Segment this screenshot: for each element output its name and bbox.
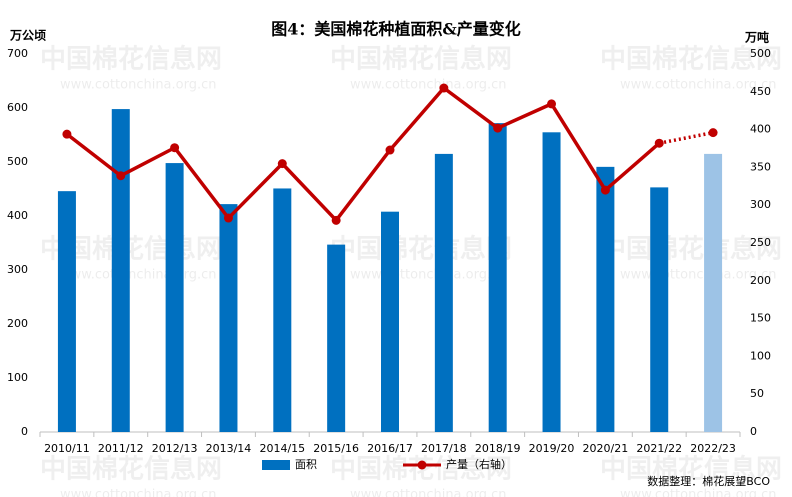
x-tick-label: 2017/18 — [421, 442, 467, 455]
line-segment — [550, 102, 607, 192]
watermark-url: www.cottonchina.org.cn — [60, 488, 217, 497]
line-point — [708, 128, 718, 138]
watermark-url: www.cottonchina.org.cn — [620, 488, 777, 497]
line-point — [493, 123, 503, 133]
line-segment — [442, 86, 499, 130]
y2-tick-label: 450 — [750, 85, 771, 98]
watermark: 中国棉花信息网 — [600, 234, 782, 265]
line-segment — [65, 132, 122, 178]
line-segment — [281, 162, 338, 222]
y2-tick-label: 200 — [750, 274, 771, 287]
y2-axis-label: 万吨 — [744, 30, 769, 45]
line-segment — [496, 102, 553, 130]
x-tick-label: 2021/22 — [636, 442, 682, 455]
legend-label: 产量（右轴） — [446, 457, 512, 471]
legend-label: 面积 — [295, 458, 317, 471]
line-segment — [658, 130, 714, 145]
line-segment — [227, 162, 284, 220]
y2-tick-label: 100 — [750, 349, 771, 362]
x-tick-label: 2020/21 — [583, 442, 629, 455]
legend-swatch — [262, 460, 290, 470]
watermark: 中国棉花信息网 — [600, 44, 782, 75]
line-segment — [604, 141, 661, 192]
y2-tick-label: 300 — [750, 198, 771, 211]
watermark: 中国棉花信息网 — [40, 454, 222, 485]
y2-tick-label: 500 — [750, 47, 771, 60]
line-point — [547, 99, 557, 109]
x-tick-label: 2016/17 — [367, 442, 413, 455]
y-tick-label: 400 — [7, 209, 28, 222]
bar — [434, 153, 453, 432]
bar — [596, 166, 615, 433]
watermark-url: www.cottonchina.org.cn — [60, 268, 217, 283]
line-point — [116, 171, 126, 181]
line-point — [331, 215, 341, 225]
x-tick-label: 2015/16 — [313, 442, 359, 455]
legend-swatch — [417, 460, 427, 470]
watermark: 中国棉花信息网 — [40, 44, 222, 75]
x-tick-label: 2022/23 — [690, 442, 736, 455]
bar — [165, 163, 184, 432]
line-segment — [119, 146, 176, 178]
bar — [650, 187, 669, 432]
line-point — [654, 138, 664, 148]
bar — [542, 132, 561, 433]
y2-tick-label: 400 — [750, 123, 771, 136]
y-tick-label: 100 — [7, 371, 28, 384]
y2-tick-label: 50 — [750, 387, 764, 400]
y-tick-label: 300 — [7, 263, 28, 276]
x-tick-label: 2014/15 — [259, 442, 305, 455]
x-tick-label: 2010/11 — [44, 442, 90, 455]
x-tick-label: 2013/14 — [206, 442, 252, 455]
x-tick-label: 2012/13 — [152, 442, 198, 455]
line-point — [600, 185, 610, 195]
y-tick-label: 500 — [7, 155, 28, 168]
y2-tick-label: 0 — [750, 425, 757, 438]
y2-tick-label: 150 — [750, 312, 771, 325]
y-tick-label: 0 — [21, 425, 28, 438]
y-tick-label: 700 — [7, 47, 28, 60]
y2-tick-label: 350 — [750, 160, 771, 173]
bar — [219, 204, 238, 432]
watermark: 中国棉花信息网 — [600, 454, 782, 485]
line-segment — [173, 146, 230, 220]
line-segment — [334, 148, 392, 222]
line-point — [62, 129, 72, 139]
y-tick-label: 600 — [7, 101, 28, 114]
source-note: 数据整理：棉花展望BCO — [647, 474, 770, 488]
line-point — [170, 143, 180, 153]
line-point — [439, 83, 449, 93]
line-segment — [388, 86, 446, 152]
bar — [57, 191, 76, 432]
bar — [111, 109, 130, 432]
line-point — [277, 159, 287, 169]
watermark: 中国棉花信息网 — [330, 44, 512, 75]
y2-tick-label: 250 — [750, 236, 771, 249]
bar — [488, 123, 507, 433]
bar — [704, 153, 723, 432]
bar — [327, 244, 346, 432]
line-point — [223, 213, 233, 223]
bar — [381, 211, 399, 432]
watermark-url: www.cottonchina.org.cn — [350, 268, 507, 283]
y-tick-label: 200 — [7, 317, 28, 330]
watermark-url: www.cottonchina.org.cn — [60, 78, 217, 93]
watermark-url: www.cottonchina.org.cn — [350, 78, 507, 93]
watermark-url: www.cottonchina.org.cn — [620, 78, 777, 93]
x-tick-label: 2019/20 — [529, 442, 575, 455]
line-point — [385, 145, 395, 155]
bar — [273, 188, 292, 432]
chart-title: 图4：美国棉花种植面积&产量变化 — [271, 20, 521, 39]
x-tick-label: 2018/19 — [475, 442, 521, 455]
x-tick-label: 2011/12 — [98, 442, 144, 455]
watermark-url: www.cottonchina.org.cn — [350, 488, 507, 497]
y-axis-label: 万公顷 — [9, 29, 46, 43]
watermark: 中国棉花信息网 — [330, 234, 512, 265]
